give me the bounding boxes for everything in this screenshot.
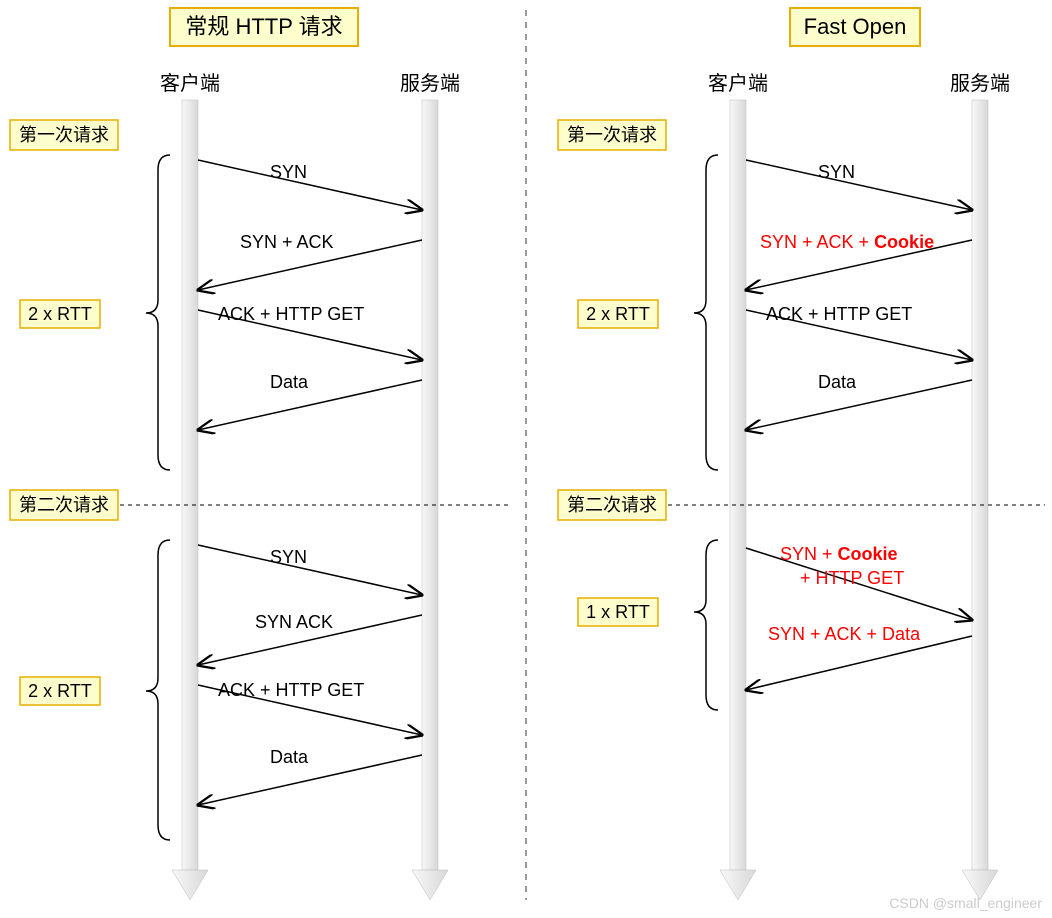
right-msg1-synack-text: SYN + ACK + Cookie — [760, 232, 934, 252]
right-msg2-1c: + HTTP GET — [800, 568, 904, 588]
left-server-lifeline — [412, 100, 448, 900]
left-msg2-syn-text: SYN — [270, 547, 307, 567]
left-msg1-data-text: Data — [270, 372, 309, 392]
left-rtt2-label: 2 x RTT — [28, 681, 92, 701]
right-req1-label: 第一次请求 — [567, 125, 657, 145]
left-client-lifeline — [172, 100, 208, 900]
left-client-label: 客户端 — [160, 72, 220, 95]
right-msg2-synackdata — [746, 636, 972, 690]
left-req2-label: 第二次请求 — [19, 495, 109, 515]
right-msg1-ack-text: ACK + HTTP GET — [766, 304, 912, 324]
left-brace2 — [146, 540, 170, 840]
right-rtt1-label: 2 x RTT — [586, 304, 650, 324]
right-panel: Fast Open 客户端 服务端 第一次请求 SYN SYN + ACK + … — [558, 8, 1045, 900]
left-panel: 常规 HTTP 请求 客户端 服务端 第一次请求 SYN SYN + ACK A… — [10, 8, 510, 900]
left-msg2-syn — [198, 545, 422, 595]
left-msg1-synack-text: SYN + ACK — [240, 232, 334, 252]
left-msg2-ack-text: ACK + HTTP GET — [218, 680, 364, 700]
right-msg1-syn — [746, 160, 972, 210]
left-server-label: 服务端 — [400, 72, 460, 95]
left-msg1-ack-text: ACK + HTTP GET — [218, 304, 364, 324]
left-msg1-syn — [198, 160, 422, 210]
left-title: 常规 HTTP 请求 — [185, 14, 342, 39]
left-req1-label: 第一次请求 — [19, 125, 109, 145]
left-brace1 — [146, 155, 170, 470]
right-req2-label: 第二次请求 — [567, 495, 657, 515]
right-msg1-syn-text: SYN — [818, 162, 855, 182]
right-brace2 — [694, 540, 718, 710]
right-client-label: 客户端 — [708, 72, 768, 95]
right-server-lifeline — [962, 100, 998, 900]
left-msg2-synack-text: SYN ACK — [255, 612, 333, 632]
right-msg2-2-text: SYN + ACK + Data — [768, 624, 921, 644]
right-title: Fast Open — [804, 14, 907, 39]
left-msg1-syn-text: SYN — [270, 162, 307, 182]
right-client-lifeline — [720, 100, 756, 900]
right-rtt2-label: 1 x RTT — [586, 602, 650, 622]
watermark: CSDN @small_engineer — [889, 895, 1042, 911]
right-msg1-data-text: Data — [818, 372, 857, 392]
right-msg2-1a: SYN + Cookie — [780, 544, 898, 564]
right-brace1 — [694, 155, 718, 470]
left-msg2-data — [198, 755, 422, 805]
right-server-label: 服务端 — [950, 72, 1010, 95]
left-msg1-data — [198, 380, 422, 430]
left-msg2-data-text: Data — [270, 747, 309, 767]
left-rtt1-label: 2 x RTT — [28, 304, 92, 324]
right-msg1-data — [746, 380, 972, 430]
